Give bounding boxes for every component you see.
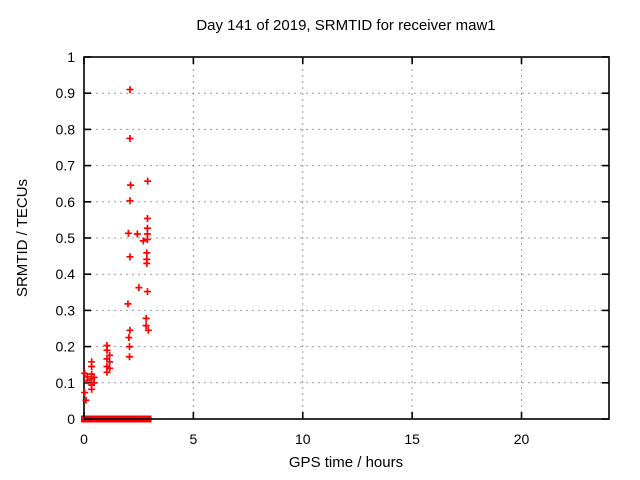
data-point-marker	[126, 353, 133, 361]
data-point-marker	[82, 396, 90, 404]
y-tick-label: 0.7	[56, 158, 76, 174]
data-point-marker	[139, 237, 147, 245]
data-point-marker	[143, 214, 151, 222]
data-point-marker	[103, 346, 111, 354]
y-tick-label: 1	[67, 49, 75, 65]
data-point-marker	[88, 385, 96, 393]
data-point-marker	[103, 368, 111, 376]
y-tick-label: 0.3	[56, 302, 76, 318]
data-point-marker	[135, 284, 143, 292]
data-point-marker	[90, 379, 98, 387]
y-tick-label: 0.4	[56, 266, 76, 282]
data-point-marker	[127, 181, 135, 189]
data-point-marker	[124, 229, 132, 237]
x-tick-label: 0	[80, 431, 88, 447]
data-point-marker	[143, 249, 151, 257]
tick-layer: 00.10.20.30.40.50.60.70.80.910 5 10 15 20	[56, 49, 609, 447]
data-point-marker	[126, 134, 134, 142]
x-tick-label: 10	[295, 431, 311, 447]
x-tick-label: 15	[404, 431, 420, 447]
y-tick-label: 0.1	[56, 375, 76, 391]
data-point-marker	[124, 300, 132, 308]
y-axis-label: SRMTID / TECUs	[14, 179, 31, 297]
data-points-layer	[81, 86, 152, 404]
y-tick-label: 0.5	[56, 230, 76, 246]
data-point-marker	[143, 235, 151, 243]
data-point-marker	[126, 343, 133, 351]
data-point-marker	[142, 322, 150, 330]
data-point-marker	[126, 86, 134, 94]
y-tick-label: 0.6	[56, 194, 76, 210]
chart-title: Day 141 of 2019, SRMTID for receiver maw…	[196, 17, 495, 34]
data-point-marker	[133, 230, 141, 238]
data-point-marker	[144, 177, 152, 185]
data-point-marker	[81, 389, 89, 397]
data-point-marker	[126, 326, 134, 334]
grid-layer	[84, 57, 609, 419]
data-point-marker	[144, 326, 152, 334]
y-tick-label: 0.9	[56, 85, 76, 101]
data-point-marker	[142, 314, 150, 322]
y-tick-label: 0.2	[56, 339, 76, 355]
data-point-marker	[106, 351, 114, 359]
data-point-marker	[106, 358, 114, 366]
data-point-marker	[126, 197, 134, 205]
data-point-marker	[106, 364, 114, 372]
y-tick-label: 0	[67, 411, 75, 427]
y-tick-label: 0.8	[56, 121, 76, 137]
data-point-marker	[125, 334, 133, 342]
data-point-marker	[83, 377, 91, 385]
x-tick-label: 20	[514, 431, 530, 447]
x-axis-label: GPS time / hours	[289, 454, 403, 471]
data-point-marker	[143, 288, 151, 296]
data-point-marker	[143, 259, 151, 267]
data-point-marker	[88, 363, 96, 371]
x-tick-label: 5	[189, 431, 197, 447]
data-point-marker	[126, 253, 134, 261]
